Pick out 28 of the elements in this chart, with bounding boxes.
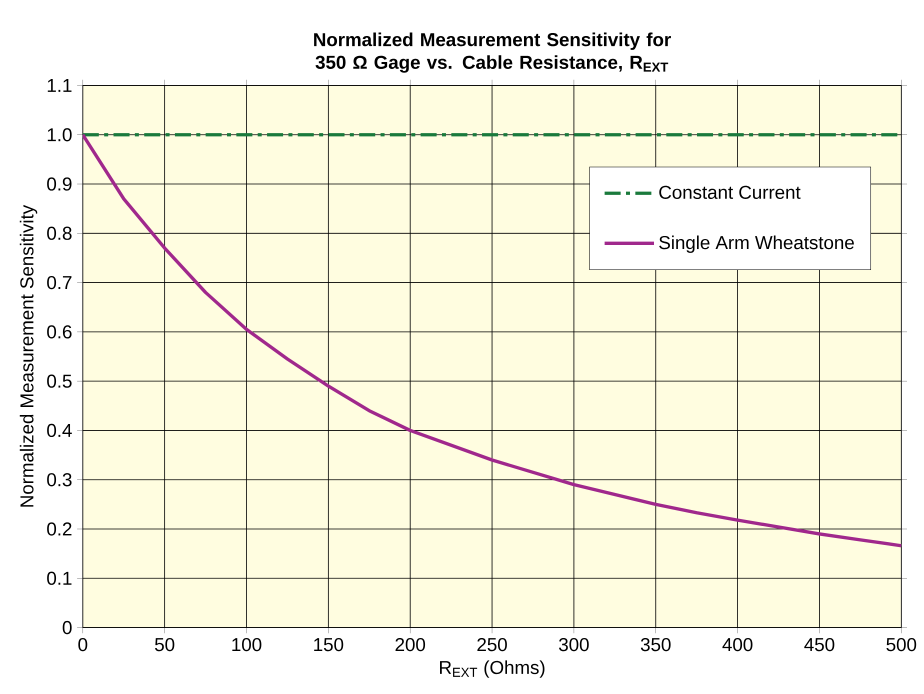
x-tick-label: 100 [232, 638, 262, 652]
y-axis-title: Normalized Measurement Sensitivity [20, 204, 38, 507]
y-tick-label: 1.0 [48, 128, 72, 142]
x-axis-title: R$_{EXT}$ (Ohms) [440, 660, 544, 678]
legend-label: Single Arm Wheatstone [659, 235, 854, 253]
y-tick-label: 0.2 [47, 522, 72, 536]
x-tick-label: 150 [314, 638, 344, 652]
y-tick-label: 0 [62, 620, 72, 634]
x-tick-label: 0 [78, 638, 88, 652]
y-tick-label: 0.9 [47, 177, 72, 190]
x-tick-label: 400 [722, 638, 752, 652]
y-tick-label: 0.3 [47, 472, 72, 486]
y-tick-label: 0.1 [47, 571, 72, 585]
y-tick-label: 0.4 [47, 424, 72, 437]
y-tick-label: 1.1 [48, 78, 72, 92]
x-tick-label: 450 [804, 638, 834, 652]
x-tick-label: 250 [477, 638, 507, 652]
legend-label: Constant Current [659, 186, 801, 199]
y-tick-label: 0.7 [47, 276, 72, 290]
x-tick-label: 500 [886, 638, 916, 652]
x-tick-label: 300 [559, 638, 589, 652]
x-tick-label: 350 [640, 638, 671, 652]
y-tick-label: 0.6 [47, 325, 72, 338]
x-tick-label: 200 [396, 638, 426, 652]
y-tick-label: 0.5 [47, 374, 72, 388]
chart-title: Normalized Measurement Sensitivity for 350 Ω Gage vs. Cable Resistance, R$_{EXT}$ [314, 32, 671, 73]
x-tick-label: 50 [155, 638, 174, 652]
y-tick-label: 0.8 [47, 226, 72, 240]
